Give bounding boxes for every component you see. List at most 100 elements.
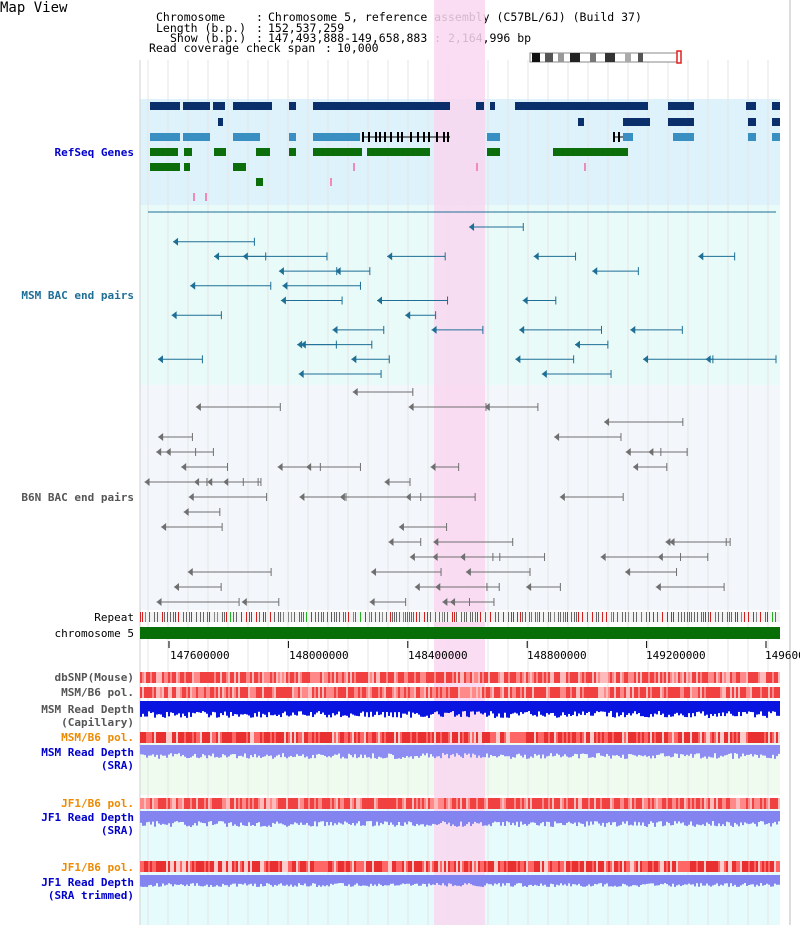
repeat-element [522,612,523,622]
jf1-depth-trim-bar [174,875,176,885]
msm-depth-capillary-bar [270,701,272,716]
jf1-b6-pol-2-heat [604,861,606,872]
msm-b6-pol-2-heat [254,732,256,743]
jf1-b6-pol-heat [694,798,696,809]
jf1-depth-sra-bar [280,811,282,824]
jf1-depth-trim-bar [670,875,672,887]
track-label-jf1-b6-pol[interactable]: JF1/B6 pol. [61,797,134,810]
jf1-b6-pol-2-heat [674,861,676,872]
msm-b6-pol-2-heat [310,732,312,743]
msm-depth-sra-bar [182,745,184,755]
msm-b6-pol-heat [376,687,378,698]
track-label-jf1-b6-pol-2[interactable]: JF1/B6 pol. [61,861,134,874]
msm-b6-pol-heat [180,687,182,698]
jf1-depth-trim-bar [440,875,442,886]
jf1-depth-trim-bar [166,875,168,885]
jf1-depth-trim-bar [722,875,724,886]
msm-b6-pol-2-heat [678,732,680,743]
jf1-b6-pol-heat [632,798,634,809]
track-label-msm-depth-sra-1[interactable]: MSM Read Depth [41,746,134,759]
track-label-b6n-bac[interactable]: B6N BAC end pairs [21,491,134,504]
jf1-b6-pol-2-heat [542,861,544,872]
msm-b6-pol-2-heat [216,732,218,743]
jf1-depth-sra-bar [724,811,726,827]
msm-b6-pol-2-heat [316,732,318,743]
jf1-b6-pol-2-heat [348,861,350,872]
jf1-b6-pol-heat [186,798,188,809]
dbsnp-heat [204,672,206,683]
track-label-msm-depth-cap-1[interactable]: MSM Read Depth [41,703,134,716]
track-label-msm-depth-sra-2[interactable]: (SRA) [100,759,134,772]
msm-depth-sra-bar [332,745,334,756]
msm-depth-sra-bar [384,745,386,759]
msm-depth-capillary-bar [696,701,698,713]
jf1-depth-sra-bar [580,811,582,824]
jf1-depth-trim-bar [382,875,384,887]
ruler-tick-label: 149600000 [765,649,800,662]
dbsnp-heat [520,672,522,683]
msm-depth-sra-bar [146,745,148,758]
jf1-depth-trim-bar [664,875,666,884]
msm-depth-capillary-bar [442,701,444,717]
jf1-b6-pol-heat [262,798,264,809]
msm-b6-pol-2-heat [270,732,272,743]
msm-b6-pol-heat [766,687,768,698]
track-label-msm-bac[interactable]: MSM BAC end pairs [21,289,134,302]
msm-b6-pol-2-heat [408,732,410,743]
jf1-depth-trim-bar [450,875,452,884]
jf1-depth-trim-bar [190,875,192,884]
jf1-depth-trim-bar [286,875,288,885]
msm-b6-pol-2-heat [366,732,368,743]
msm-depth-sra-bar [386,745,388,758]
dbsnp-heat [704,672,706,683]
jf1-depth-sra-bar [342,811,344,825]
refseq-exon [368,132,370,142]
msm-depth-sra-bar [740,745,742,757]
jf1-b6-pol-heat [238,798,240,809]
jf1-depth-trim-bar [708,875,710,886]
jf1-b6-pol-2-heat [180,861,182,872]
msm-b6-pol-heat [508,687,510,698]
msm-b6-pol-heat [220,687,222,698]
msm-depth-capillary-bar [556,701,558,718]
msm-b6-pol-2-heat [388,732,390,743]
jf1-depth-trim-bar [194,875,196,886]
jf1-depth-sra-bar [326,811,328,822]
msm-b6-pol-2-heat [698,732,700,743]
msm-b6-pol-heat [278,687,280,698]
track-label-jf1-depth-trim-1[interactable]: JF1 Read Depth [41,876,134,889]
msm-b6-pol-2-heat [574,732,576,743]
msm-depth-capillary-bar [148,701,150,712]
msm-depth-capillary-bar [616,701,618,713]
jf1-depth-trim-bar [446,875,448,887]
track-label-dbsnp[interactable]: dbSNP(Mouse) [54,671,134,684]
msm-depth-capillary-bar [640,701,642,717]
track-label-refseq[interactable]: RefSeq Genes [54,146,134,159]
msm-depth-sra-bar [448,745,450,759]
msm-b6-pol-heat [466,687,468,698]
jf1-depth-trim-bar [774,875,776,884]
track-label-msm-b6-pol[interactable]: MSM/B6 pol. [61,686,134,699]
jf1-depth-sra-bar [160,811,162,825]
track-label-msm-b6-pol-2[interactable]: MSM/B6 pol. [61,731,134,744]
msm-b6-pol-heat [598,687,600,698]
track-label-msm-depth-cap-2[interactable]: (Capillary) [61,716,134,729]
track-label-jf1-depth-trim-2[interactable]: (SRA trimmed) [47,889,134,902]
jf1-b6-pol-2-heat [476,861,478,872]
track-label-jf1-depth-sra-2[interactable]: (SRA) [100,824,134,837]
jf1-b6-pol-heat [434,798,436,809]
msm-depth-capillary-bar [672,701,674,717]
msm-depth-capillary-bar [152,701,154,713]
msm-b6-pol-2-heat [370,732,372,743]
dbsnp-heat [366,672,368,683]
dbsnp-heat [532,672,534,683]
msm-depth-capillary-bar [522,701,524,714]
jf1-depth-sra-bar [536,811,538,826]
jf1-b6-pol-2-heat [390,861,392,872]
jf1-depth-sra-bar [236,811,238,826]
msm-depth-sra-bar [282,745,284,754]
track-label-jf1-depth-sra-1[interactable]: JF1 Read Depth [41,811,134,824]
refseq-gene [367,148,430,156]
jf1-depth-trim-bar [506,875,508,884]
